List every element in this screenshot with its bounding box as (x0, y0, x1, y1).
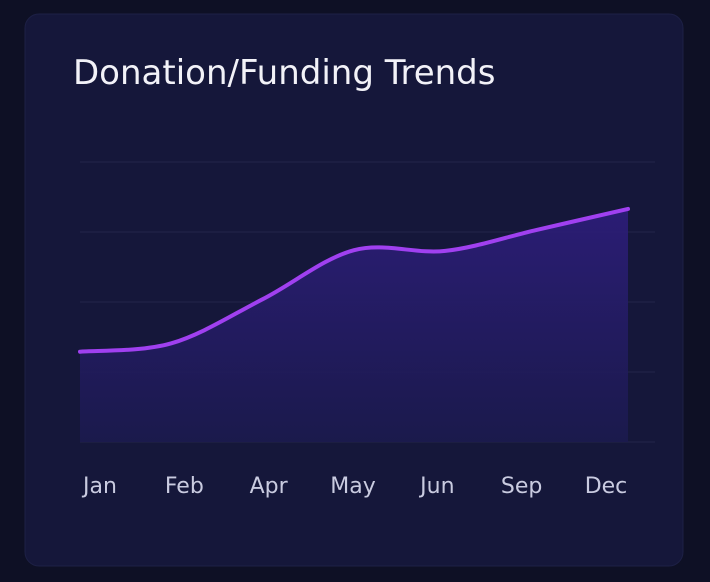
x-tick-label: May (330, 474, 375, 499)
x-tick-label: Sep (501, 474, 542, 499)
area (80, 208, 628, 442)
x-tick-label: Dec (585, 474, 628, 499)
line (78, 206, 630, 354)
x-tick-label: Apr (250, 474, 289, 499)
x-tick-label: Jun (418, 474, 454, 499)
x-tick-label: Jan (81, 474, 117, 499)
chart-title: Donation/Funding Trends (73, 53, 495, 93)
x-tick-label: Feb (165, 474, 204, 499)
